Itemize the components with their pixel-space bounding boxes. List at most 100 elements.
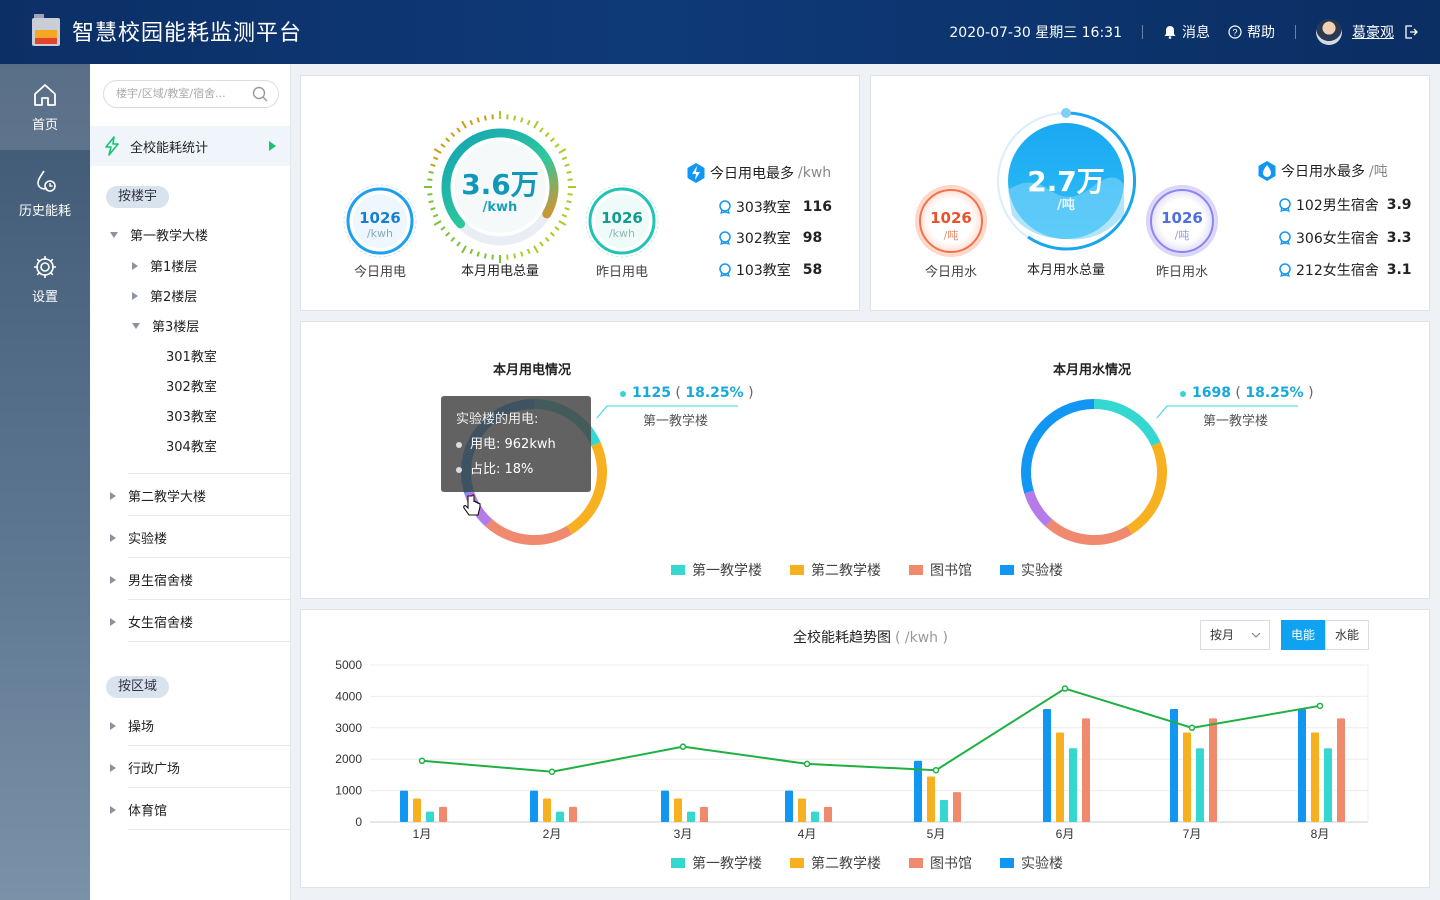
tree-item-floor1[interactable]: 第1楼层	[132, 256, 197, 275]
bar-第二教学楼-3月[interactable]	[674, 798, 682, 822]
tree-item-plaza[interactable]: 行政广场	[110, 758, 180, 777]
bar-实验楼-7月[interactable]	[1170, 708, 1178, 822]
trend-title: 全校能耗趋势图( /kwh )	[793, 627, 948, 647]
legend-item[interactable]: 第二教学楼	[790, 560, 881, 580]
bar-第二教学楼-8月[interactable]	[1311, 732, 1319, 822]
legend-item[interactable]: 第一教学楼	[671, 853, 762, 873]
tree-item-building1[interactable]: 第一教学大楼	[110, 225, 208, 244]
toggle-electric[interactable]: 电能	[1281, 620, 1325, 650]
water-rings	[915, 108, 1218, 257]
help-button[interactable]: ? 帮助	[1228, 22, 1275, 42]
tree-item-lab[interactable]: 实验楼	[110, 528, 167, 547]
period-select[interactable]: 按月	[1200, 620, 1270, 650]
bar-实验楼-1月[interactable]	[400, 790, 408, 822]
legend-item[interactable]: 第一教学楼	[671, 560, 762, 580]
avatar[interactable]	[1316, 19, 1342, 45]
legend-item[interactable]: 实验楼	[1000, 853, 1063, 873]
legend-item[interactable]: 实验楼	[1000, 560, 1063, 580]
messages-button[interactable]: 消息	[1163, 22, 1210, 42]
donut-slice-第一教学楼[interactable]	[1093, 399, 1161, 447]
trend-point[interactable]	[548, 768, 556, 776]
bar-实验楼-4月[interactable]	[785, 790, 793, 822]
bar-图书馆-6月[interactable]	[1082, 718, 1090, 822]
bar-第一教学楼-3月[interactable]	[687, 811, 695, 822]
tree-item-room301[interactable]: 301教室	[166, 346, 217, 365]
nav-history[interactable]: 历史能耗	[0, 150, 90, 236]
tree-item-male-dorm[interactable]: 男生宿舍楼	[110, 570, 193, 589]
trend-point[interactable]	[803, 760, 811, 768]
bar-第一教学楼-8月[interactable]	[1324, 748, 1332, 822]
trend-point[interactable]	[1188, 724, 1196, 732]
gear-icon	[34, 255, 56, 278]
bar-第二教学楼-2月[interactable]	[543, 798, 551, 822]
trend-point[interactable]	[1316, 702, 1324, 710]
legend-item[interactable]: 第二教学楼	[790, 853, 881, 873]
legend-label: 第一教学楼	[692, 856, 762, 872]
x-tick-label: 4月	[798, 827, 817, 841]
tree-item-floor3[interactable]: 第3楼层	[132, 316, 199, 335]
gauge-tick	[430, 163, 436, 167]
donut-slice-第二教学楼[interactable]	[1126, 441, 1167, 535]
donut-slice-图书馆[interactable]	[485, 519, 573, 545]
tree-item-room302[interactable]: 302教室	[166, 376, 217, 395]
tree-item-playground[interactable]: 操场	[110, 716, 154, 735]
donut-slice-第二教学楼[interactable]	[566, 441, 607, 535]
bar-第一教学楼-2月[interactable]	[556, 811, 564, 822]
nav-settings[interactable]: 设置	[0, 236, 90, 322]
top-unit-text: /kwh	[798, 165, 832, 181]
user-name[interactable]: 葛豪观	[1352, 25, 1394, 41]
bar-第一教学楼-1月[interactable]	[426, 811, 434, 822]
bar-第一教学楼-4月[interactable]	[811, 811, 819, 822]
tree-item-floor2[interactable]: 第2楼层	[132, 286, 197, 305]
gauge-tick	[506, 254, 509, 260]
search-icon[interactable]	[252, 86, 268, 102]
bar-第二教学楼-4月[interactable]	[798, 798, 806, 822]
bar-第一教学楼-5月[interactable]	[940, 800, 948, 822]
legend-label: 实验楼	[1021, 563, 1063, 579]
bar-实验楼-3月[interactable]	[661, 790, 669, 822]
all-campus-item[interactable]: 全校能耗统计	[90, 126, 290, 166]
bar-实验楼-6月[interactable]	[1043, 708, 1051, 822]
tree-item-gym[interactable]: 体育馆	[110, 800, 167, 819]
bar-实验楼-5月[interactable]	[914, 760, 922, 822]
donut-slice-purple[interactable]	[1024, 490, 1053, 527]
tree-item-room303[interactable]: 303教室	[166, 406, 217, 425]
tree-item-building2[interactable]: 第二教学大楼	[110, 486, 206, 505]
trend-point[interactable]	[1061, 685, 1069, 692]
top-header: 智慧校园能耗监测平台 2020-07-30 星期三 16:31 消息 ? 帮助 …	[0, 0, 1440, 64]
water-yesterday-unit: /吨	[1174, 229, 1190, 242]
bar-实验楼-2月[interactable]	[530, 790, 538, 822]
bar-实验楼-8月[interactable]	[1298, 708, 1306, 822]
donut-slice-实验楼[interactable]	[1021, 399, 1095, 494]
toggle-water[interactable]: 水能	[1325, 620, 1369, 650]
logout-icon[interactable]	[1404, 25, 1418, 39]
bar-图书馆-3月[interactable]	[700, 806, 708, 822]
bar-第一教学楼-7月[interactable]	[1196, 748, 1204, 822]
bar-第二教学楼-6月[interactable]	[1056, 732, 1064, 822]
trend-point[interactable]	[679, 743, 687, 750]
tree-item-room304[interactable]: 304教室	[166, 436, 217, 455]
legend-item[interactable]: 图书馆	[909, 853, 972, 873]
tree-label: 实验楼	[128, 532, 168, 547]
bar-第二教学楼-1月[interactable]	[413, 798, 421, 822]
search-input[interactable]: 楼宇/区域/教室/宿舍...	[103, 80, 279, 108]
trend-point[interactable]	[418, 757, 426, 765]
bar-图书馆-7月[interactable]	[1209, 718, 1217, 822]
bar-第二教学楼-7月[interactable]	[1183, 732, 1191, 822]
nav-home[interactable]: 首页	[0, 64, 90, 150]
trend-point[interactable]	[932, 766, 940, 774]
tree-item-female-dorm[interactable]: 女生宿舍楼	[110, 612, 193, 631]
caret-right-icon	[110, 763, 116, 772]
legend-item[interactable]: 图书馆	[909, 560, 972, 580]
bar-图书馆-2月[interactable]	[569, 806, 577, 822]
bar-图书馆-4月[interactable]	[824, 806, 832, 822]
bar-图书馆-8月[interactable]	[1337, 718, 1345, 822]
bar-第一教学楼-6月[interactable]	[1069, 748, 1077, 822]
bar-图书馆-5月[interactable]	[953, 792, 961, 822]
bar-第二教学楼-5月[interactable]	[927, 776, 935, 822]
donut-slice-图书馆[interactable]	[1045, 519, 1133, 545]
water-month-label: 本月用水总量	[1026, 263, 1105, 278]
gauge-tick	[461, 245, 467, 254]
y-tick-label: 4000	[335, 689, 362, 703]
bar-图书馆-1月[interactable]	[439, 806, 447, 822]
